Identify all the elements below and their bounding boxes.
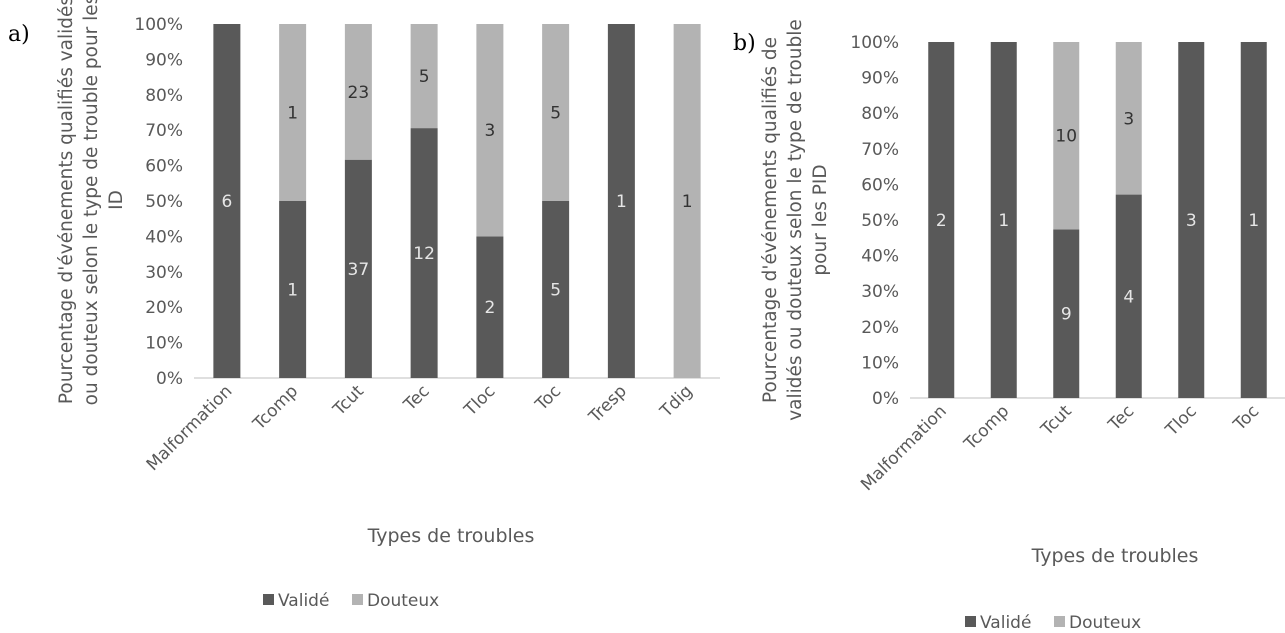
chart-b-bar-valide [1115,194,1142,398]
chart-a-bar-valide [410,128,438,378]
chart-b-legend-label: Validé [980,613,1031,633]
chart-a-bar-valide [476,236,504,378]
chart-a-data-label-valide: 6 [221,192,232,212]
chart-a-bar-valide [607,24,635,378]
chart-a-legend-label: Validé [278,591,329,611]
chart-b-legend-swatch [965,616,976,627]
chart-b-data-label-valide: 9 [1061,305,1072,325]
chart-b-panel-letter: b) [733,31,756,56]
chart-a-legend-swatch [352,594,363,605]
chart-a-legend-label: Douteux [367,591,439,611]
chart-b-ytick-label: 50% [861,211,899,231]
chart-b-bar-valide [1053,229,1080,398]
chart-a-data-label-douteux: 23 [348,83,370,103]
chart-a-bar-valide [213,24,241,378]
chart-a-data-label-valide: 5 [550,281,561,301]
chart-a-ytick-label: 60% [145,157,183,177]
chart-a-panel-letter: a) [8,22,30,47]
chart-a-category-label: Tdig [656,381,697,422]
chart-b-category-label: Tec [1104,401,1138,435]
chart-b-category-label: Tloc [1161,401,1200,440]
chart-b-category-label: Tcomp [960,401,1013,454]
chart-b-bar-douteux [1115,42,1142,195]
chart-a-ytick-label: 40% [145,227,183,247]
chart-b-ytick-label: 20% [861,318,899,338]
chart-a-bar-douteux [542,24,570,201]
chart-b-y-axis-title-line: validés ou douteux selon le type de trou… [785,19,806,421]
chart-a-category-label: Tcomp [249,381,302,434]
chart-a-category-label: Toc [531,381,565,415]
chart-a-ytick-label: 30% [145,263,183,283]
chart-b-data-label-valide: 1 [1248,211,1259,231]
chart-b-ytick-label: 10% [861,353,899,373]
chart-b-ytick-label: 40% [861,247,899,267]
chart-b-legend-swatch [1054,616,1065,627]
chart-a-ytick-label: 10% [145,334,183,354]
chart-b-x-axis-title: Types de troubles [1031,545,1199,567]
chart-a-category-label: Tcut [329,381,368,420]
chart-b-category-label: Toc [1229,401,1263,435]
chart-b-ytick-label: 90% [861,69,899,89]
chart-a-bar-douteux [344,24,372,160]
chart-b-bar-douteux [1053,42,1080,230]
chart-a-category-label: Tloc [460,381,499,420]
chart-b-bar-valide [928,42,955,398]
chart-a-bar-valide [279,201,307,378]
chart-a-bar-valide [542,201,570,378]
chart-a-data-label-valide: 1 [287,281,298,301]
chart-a-bar-douteux [673,24,701,378]
chart-a-bar-valide [344,159,372,378]
chart-a-data-label-valide: 1 [616,192,627,212]
chart-a-category-label: Malformation [143,381,237,475]
chart-a-data-label-valide: 2 [484,298,495,318]
chart-b-category-label: Malformation [857,401,951,495]
chart-a-ytick-label: 100% [134,15,183,35]
chart-a-data-label-douteux: 1 [682,192,693,212]
chart-b-ytick-label: 100% [850,33,899,53]
chart-a-data-label-douteux: 3 [484,121,495,141]
chart-b-data-label-valide: 3 [1186,211,1197,231]
chart-b-data-label-valide: 1 [998,211,1009,231]
chart-a-ytick-label: 90% [145,50,183,70]
chart-b-bar-valide [1240,42,1267,398]
chart-a-data-label-douteux: 5 [419,67,430,87]
chart-b-bar-valide [990,42,1017,398]
chart-a-x-axis-title: Types de troubles [367,525,535,547]
chart-b-ytick-label: 0% [872,389,899,409]
chart-a-category-label: Tec [399,381,433,415]
chart-a-ytick-label: 80% [145,86,183,106]
chart-a-bar-douteux [279,24,307,201]
chart-a-ytick-label: 70% [145,121,183,141]
chart-b-legend-label: Douteux [1069,613,1141,633]
chart-a-ytick-label: 20% [145,298,183,318]
chart-a-legend-swatch [263,594,274,605]
chart-b-data-label-douteux: 3 [1123,109,1134,129]
chart-b-data-label-valide: 2 [936,211,947,231]
chart-a-ytick-label: 50% [145,192,183,212]
chart-a-data-label-valide: 12 [413,244,435,264]
chart-a-y-axis-title-line: Pourcentage d'événements qualifiés valid… [56,0,77,404]
chart-b-ytick-label: 60% [861,175,899,195]
chart-a-y-axis-title-line: ID [106,190,127,210]
chart-b-data-label-douteux: 10 [1055,127,1077,147]
chart-b-ytick-label: 70% [861,140,899,160]
chart-b-ytick-label: 80% [861,104,899,124]
chart-b-y-axis-title-line: Pourcentage d'événements qualifiés de [760,37,781,403]
chart-a-bar-douteux [476,24,504,237]
chart-a-ytick-label: 0% [156,369,183,389]
chart-b-data-label-valide: 4 [1123,287,1134,307]
chart-b-ytick-label: 30% [861,282,899,302]
chart-a-bar-douteux [410,24,438,129]
chart-b-category-label: Tcut [1037,401,1076,440]
chart-a-category-label: Tresp [585,381,631,427]
chart-b-y-axis-title-line: pour les PID [810,164,831,275]
chart-a-y-axis-title-line: ou douteux selon le type de trouble pour… [81,0,102,405]
chart-b-bar-valide [1178,42,1205,398]
chart-a-data-label-douteux: 5 [550,104,561,124]
chart-a-data-label-valide: 37 [348,260,370,280]
chart-a-data-label-douteux: 1 [287,104,298,124]
